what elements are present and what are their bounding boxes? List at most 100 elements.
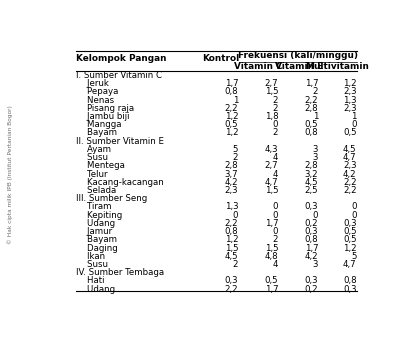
Text: Vitamin C: Vitamin C <box>235 62 283 71</box>
Text: 4,5: 4,5 <box>304 178 318 187</box>
Text: Udang: Udang <box>76 219 115 228</box>
Text: 1,5: 1,5 <box>265 244 278 253</box>
Text: 1,2: 1,2 <box>343 244 357 253</box>
Text: Bayam: Bayam <box>76 128 117 138</box>
Text: 0,8: 0,8 <box>343 276 357 285</box>
Text: 2,2: 2,2 <box>225 104 238 113</box>
Text: 0,5: 0,5 <box>343 235 357 244</box>
Text: 0,3: 0,3 <box>343 285 357 294</box>
Text: 2: 2 <box>233 260 238 269</box>
Text: IV. Sumber Tembaga: IV. Sumber Tembaga <box>76 268 164 277</box>
Text: 0: 0 <box>273 211 278 220</box>
Text: Ayam: Ayam <box>76 145 111 154</box>
Text: 2,7: 2,7 <box>265 79 278 88</box>
Text: 0,5: 0,5 <box>225 120 238 129</box>
Text: 1,7: 1,7 <box>304 244 318 253</box>
Text: 1: 1 <box>313 112 318 121</box>
Text: 4,2: 4,2 <box>304 252 318 261</box>
Text: 0,3: 0,3 <box>304 276 318 285</box>
Text: 4,3: 4,3 <box>265 145 278 154</box>
Text: 0,8: 0,8 <box>225 88 238 96</box>
Text: 0: 0 <box>273 202 278 211</box>
Text: 1,3: 1,3 <box>343 96 357 105</box>
Text: 0,2: 0,2 <box>304 285 318 294</box>
Text: Selada: Selada <box>76 186 116 195</box>
Text: Pisang raja: Pisang raja <box>76 104 134 113</box>
Text: Vitamin E: Vitamin E <box>275 62 323 71</box>
Text: Mangga: Mangga <box>76 120 121 129</box>
Text: 1,2: 1,2 <box>343 79 357 88</box>
Text: 0: 0 <box>273 227 278 236</box>
Text: 2,2: 2,2 <box>343 186 357 195</box>
Text: 0,8: 0,8 <box>225 227 238 236</box>
Text: 0: 0 <box>313 211 318 220</box>
Text: 1: 1 <box>351 112 357 121</box>
Text: 0,8: 0,8 <box>304 235 318 244</box>
Text: 4,2: 4,2 <box>225 178 238 187</box>
Text: 1,8: 1,8 <box>265 112 278 121</box>
Text: Jambu biji: Jambu biji <box>76 112 129 121</box>
Text: 2,8: 2,8 <box>225 161 238 170</box>
Text: 0,3: 0,3 <box>343 219 357 228</box>
Text: 4: 4 <box>273 169 278 178</box>
Text: Telur: Telur <box>76 169 107 178</box>
Text: Kontrol: Kontrol <box>202 54 239 63</box>
Text: 2,3: 2,3 <box>343 161 357 170</box>
Text: 1,3: 1,3 <box>225 202 238 211</box>
Text: 2,3: 2,3 <box>225 186 238 195</box>
Text: 2: 2 <box>273 104 278 113</box>
Text: 0: 0 <box>351 211 357 220</box>
Text: Hati: Hati <box>76 276 104 285</box>
Text: 0: 0 <box>351 120 357 129</box>
Text: Bayam: Bayam <box>76 235 117 244</box>
Text: Frekuensi (kali/minggu): Frekuensi (kali/minggu) <box>238 51 358 60</box>
Text: 4,2: 4,2 <box>343 169 357 178</box>
Text: 2: 2 <box>273 96 278 105</box>
Text: 1,5: 1,5 <box>265 88 278 96</box>
Text: 0,8: 0,8 <box>304 128 318 138</box>
Text: 2: 2 <box>233 153 238 162</box>
Text: Udang: Udang <box>76 285 115 294</box>
Text: 0,2: 0,2 <box>304 219 318 228</box>
Text: 2,2: 2,2 <box>225 219 238 228</box>
Text: 3,2: 3,2 <box>304 169 318 178</box>
Text: 3,7: 3,7 <box>225 169 238 178</box>
Text: 0,5: 0,5 <box>265 276 278 285</box>
Text: 2,2: 2,2 <box>225 285 238 294</box>
Text: 4,8: 4,8 <box>265 252 278 261</box>
Text: 1,5: 1,5 <box>265 186 278 195</box>
Text: © Hak cipta milik IPB (Institut Pertanian Bogor): © Hak cipta milik IPB (Institut Pertania… <box>7 106 13 244</box>
Text: 0,3: 0,3 <box>304 227 318 236</box>
Text: Susu: Susu <box>76 153 108 162</box>
Text: II. Sumber Vitamin E: II. Sumber Vitamin E <box>76 137 164 146</box>
Text: Tiram: Tiram <box>76 202 111 211</box>
Text: Susu: Susu <box>76 260 108 269</box>
Text: 3: 3 <box>313 145 318 154</box>
Text: 2,8: 2,8 <box>304 104 318 113</box>
Text: Daging: Daging <box>76 244 118 253</box>
Text: 0: 0 <box>351 202 357 211</box>
Text: 0: 0 <box>273 120 278 129</box>
Text: Kelompok Pangan: Kelompok Pangan <box>76 54 166 63</box>
Text: 0,5: 0,5 <box>343 227 357 236</box>
Text: 2: 2 <box>273 235 278 244</box>
Text: 3: 3 <box>313 153 318 162</box>
Text: 4,7: 4,7 <box>343 153 357 162</box>
Text: 1,7: 1,7 <box>304 79 318 88</box>
Text: 2,2: 2,2 <box>343 178 357 187</box>
Text: 2,2: 2,2 <box>304 96 318 105</box>
Text: 1,7: 1,7 <box>265 285 278 294</box>
Text: Kepiting: Kepiting <box>76 211 122 220</box>
Text: 2,7: 2,7 <box>265 161 278 170</box>
Text: Jamur: Jamur <box>76 227 112 236</box>
Text: 4: 4 <box>273 260 278 269</box>
Text: 0,3: 0,3 <box>225 276 238 285</box>
Text: 2,5: 2,5 <box>304 186 318 195</box>
Text: Nenas: Nenas <box>76 96 114 105</box>
Text: 0,5: 0,5 <box>304 120 318 129</box>
Text: 1,2: 1,2 <box>225 128 238 138</box>
Text: 5: 5 <box>351 252 357 261</box>
Text: 4,7: 4,7 <box>343 260 357 269</box>
Text: 4,7: 4,7 <box>265 178 278 187</box>
Text: 2: 2 <box>273 128 278 138</box>
